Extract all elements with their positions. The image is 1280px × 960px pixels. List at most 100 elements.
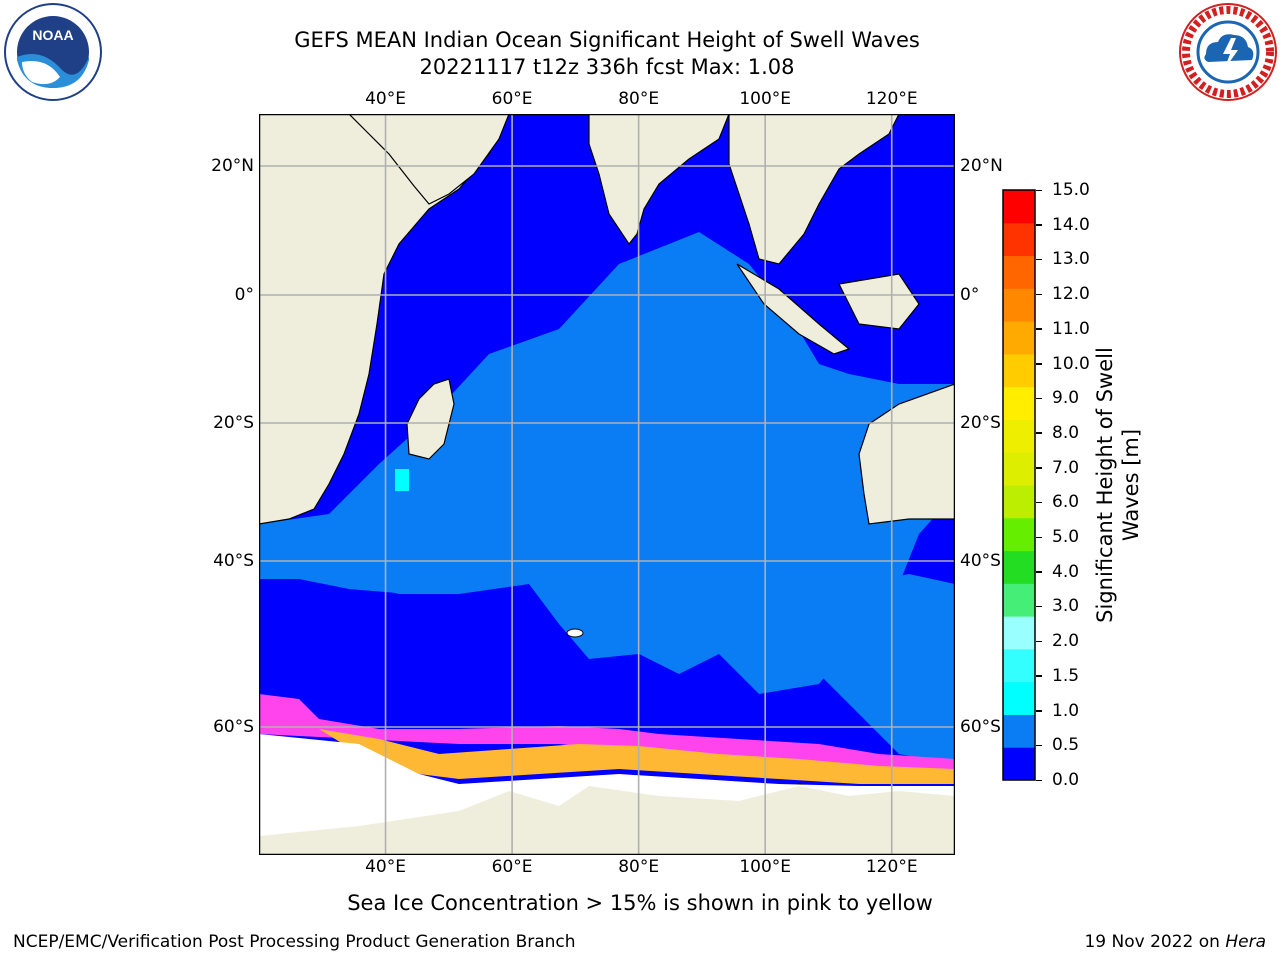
lat-tick-left: 0° xyxy=(234,285,254,305)
colorbar-tick-mark xyxy=(1036,501,1042,504)
madagascar-land xyxy=(406,378,455,460)
colorbar-tick-label: 10.0 xyxy=(1052,353,1090,374)
map-frame xyxy=(259,114,955,855)
colorbar-tick-mark xyxy=(1036,640,1042,643)
lat-tick-left: 20°N xyxy=(211,156,254,176)
colorbar-label: Significant Height of Swell Waves [m] xyxy=(1093,347,1143,623)
lon-tick-bottom: 80°E xyxy=(618,857,660,877)
lon-tick-top: 100°E xyxy=(739,89,792,109)
nws-logo-icon xyxy=(1179,3,1277,101)
colorbar-segment xyxy=(1003,550,1035,584)
colorbar-segment xyxy=(1003,485,1035,519)
colorbar-tick-label: 12.0 xyxy=(1052,284,1090,305)
colorbar-segment xyxy=(1003,321,1035,355)
lon-tick-top: 120°E xyxy=(865,89,918,109)
colorbar-tick-label: 14.0 xyxy=(1052,214,1090,235)
arabia-land xyxy=(348,114,510,205)
sea-ice-low xyxy=(259,694,955,774)
sea-ice-note: Sea Ice Concentration > 15% is shown in … xyxy=(347,891,933,915)
chart-subtitle: 20221117 t12z 336h fcst Max: 1.08 xyxy=(419,55,795,79)
gridlines xyxy=(259,114,955,855)
colorbar-tick-mark xyxy=(1036,467,1042,469)
colorbar-tick-mark xyxy=(1036,571,1042,573)
map-layers xyxy=(259,114,955,855)
colorbar-tick-label: 11.0 xyxy=(1052,318,1090,339)
footer-branch: NCEP/EMC/Verification Post Processing Pr… xyxy=(13,932,576,952)
colorbar-segment xyxy=(1003,681,1035,715)
colorbar-tick-label: 0.5 xyxy=(1052,735,1080,756)
borneo-land xyxy=(838,273,920,330)
footer-date: 19 Nov 2022 on Hera xyxy=(1084,932,1266,952)
lat-tick-left: 40°S xyxy=(213,551,254,571)
noaa-logo-icon: NOAA xyxy=(4,3,102,101)
colorbar-tick-label: 1.5 xyxy=(1052,665,1080,686)
colorbar-tick-label: 5.0 xyxy=(1052,527,1080,548)
colorbar-tick-label: 3.0 xyxy=(1052,596,1080,617)
lat-tick-right: 20°N xyxy=(960,156,1003,176)
colorbar-tick-mark xyxy=(1036,397,1042,400)
colorbar-segment xyxy=(1003,222,1035,257)
swell-band-1.0-1.5 xyxy=(395,469,409,491)
colorbar-tick-mark xyxy=(1036,293,1042,296)
kerguelen-island xyxy=(566,628,584,638)
colorbar-segment xyxy=(1003,288,1035,322)
noaa-logo-text: NOAA xyxy=(32,27,73,43)
colorbar-tick-label: 13.0 xyxy=(1052,249,1090,270)
seasia-land xyxy=(728,114,900,265)
swell-map xyxy=(259,114,955,855)
colorbar-segment xyxy=(1003,616,1035,650)
colorbar-tick-label: 6.0 xyxy=(1052,492,1080,513)
colorbar-tick-mark xyxy=(1036,605,1042,608)
lon-tick-bottom: 100°E xyxy=(739,857,792,877)
sea-ice-high xyxy=(319,729,955,784)
colorbar-segment xyxy=(1003,517,1035,552)
colorbar-tick-mark xyxy=(1036,189,1042,191)
colorbar-tick-label: 0.0 xyxy=(1052,770,1080,790)
colorbar-tick-mark xyxy=(1036,432,1042,434)
colorbar-tick-label: 9.0 xyxy=(1052,388,1080,409)
colorbar-tick-mark xyxy=(1036,224,1042,226)
land xyxy=(259,114,955,855)
colorbar-segment xyxy=(1003,353,1035,388)
colorbar-tick-mark xyxy=(1036,779,1042,781)
colorbar-tick-label: 8.0 xyxy=(1052,422,1080,443)
colorbar-segment xyxy=(1003,452,1035,486)
swell-band-0.5-1.0 xyxy=(259,232,955,694)
colorbar-tick-mark xyxy=(1036,536,1042,539)
swell-band-0.5-1.0-south xyxy=(819,574,955,764)
colorbar-tick-mark xyxy=(1036,710,1042,712)
lat-tick-left: 60°S xyxy=(213,717,254,737)
colorbar-frame xyxy=(1002,189,1036,781)
lon-tick-bottom: 40°E xyxy=(365,857,406,877)
chart-title: GEFS MEAN Indian Ocean Significant Heigh… xyxy=(294,28,920,52)
lat-tick-right: 20°S xyxy=(960,413,1001,433)
colorbar-tick-label: 2.0 xyxy=(1052,631,1080,652)
colorbar-tick-mark xyxy=(1036,675,1042,677)
lat-tick-right: 40°S xyxy=(960,551,1001,571)
footer-host: Hera xyxy=(1225,932,1266,952)
colorbar-tick-label: 7.0 xyxy=(1052,457,1080,478)
colorbar-segment xyxy=(1003,419,1035,453)
lon-tick-top: 40°E xyxy=(365,89,406,109)
colorbar-segment xyxy=(1003,255,1035,289)
colorbar-tick-label: 1.0 xyxy=(1052,700,1080,721)
colorbar-segment xyxy=(1003,190,1035,224)
india-land xyxy=(588,114,730,246)
swell-band-0.5-1.0-west xyxy=(259,519,419,594)
colorbar-tick-mark xyxy=(1036,258,1042,261)
footer-date-text: 19 Nov 2022 on xyxy=(1084,932,1226,952)
colorbar-segment xyxy=(1003,648,1035,683)
lat-tick-left: 20°S xyxy=(213,413,254,433)
colorbar-tick-mark xyxy=(1036,328,1042,330)
colorbar-tick-label: 15.0 xyxy=(1052,180,1090,200)
lat-tick-right: 0° xyxy=(960,285,980,305)
colorbar-segment xyxy=(1003,714,1035,748)
ice-shelf xyxy=(259,734,955,836)
colorbar-tick-mark xyxy=(1036,363,1042,365)
lat-tick-right: 60°S xyxy=(960,717,1001,737)
colorbar-segment xyxy=(1003,747,1035,781)
colorbar xyxy=(1002,189,1036,781)
australia-land xyxy=(858,383,955,525)
colorbar-segment xyxy=(1003,583,1035,617)
colorbar-tick-label: 4.0 xyxy=(1052,561,1080,582)
